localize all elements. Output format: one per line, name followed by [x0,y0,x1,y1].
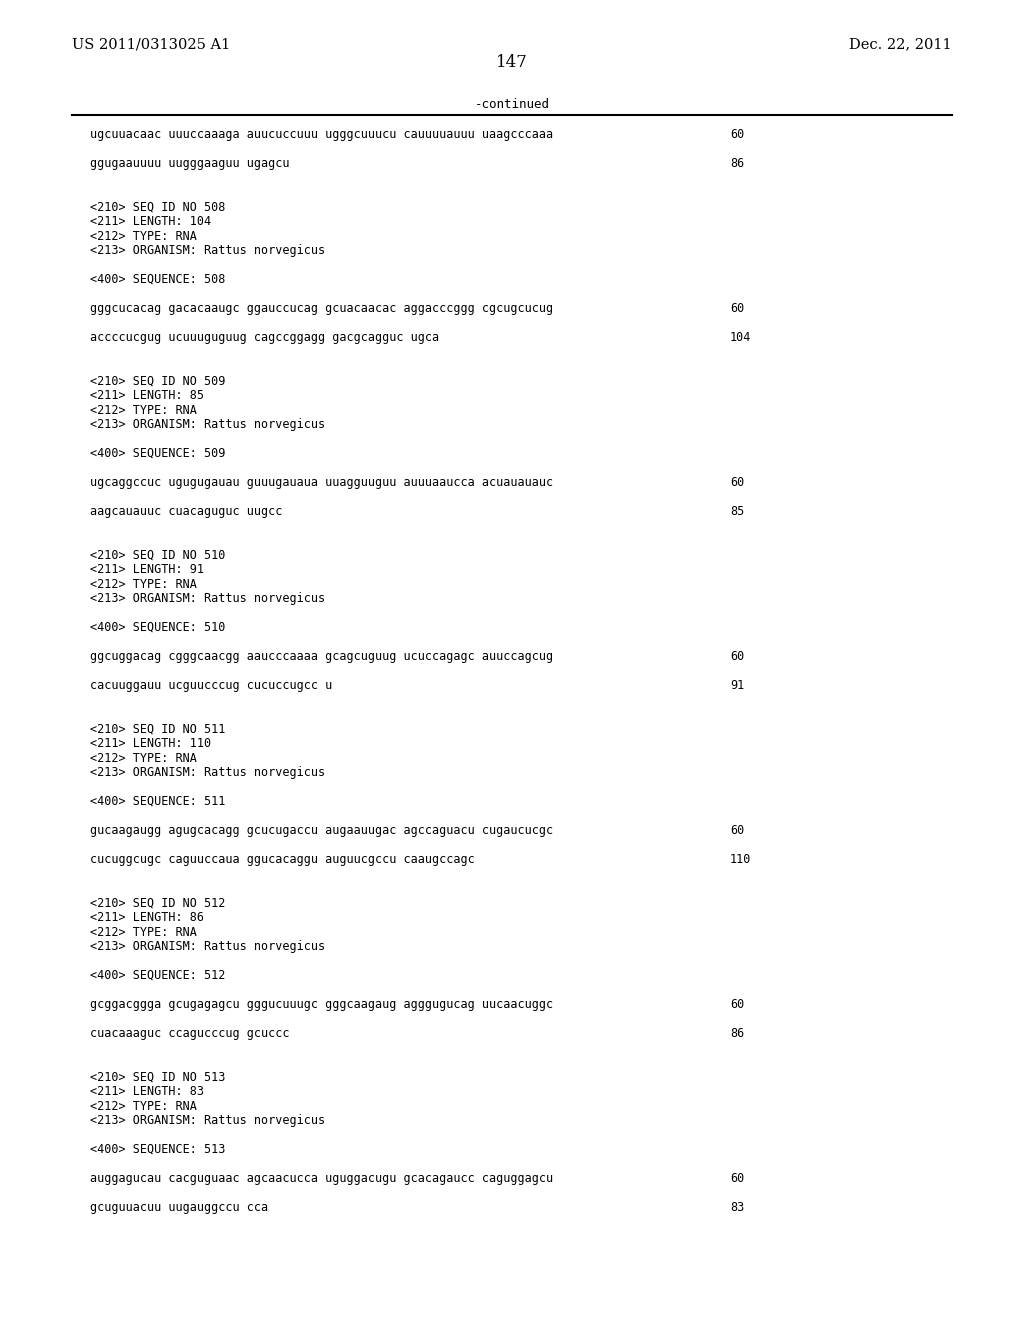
Text: aagcauauuc cuacaguguc uugcc: aagcauauuc cuacaguguc uugcc [90,506,283,517]
Text: <400> SEQUENCE: 508: <400> SEQUENCE: 508 [90,273,225,286]
Text: 147: 147 [496,54,528,71]
Text: auggagucau cacguguaac agcaacucca uguggacugu gcacagaucc caguggagcu: auggagucau cacguguaac agcaacucca uguggac… [90,1172,553,1185]
Text: 60: 60 [730,998,744,1011]
Text: ugcaggccuc ugugugauau guuugauaua uuagguuguu auuuaaucca acuauauauc: ugcaggccuc ugugugauau guuugauaua uuagguu… [90,477,553,488]
Text: <400> SEQUENCE: 510: <400> SEQUENCE: 510 [90,620,225,634]
Text: gcggacggga gcugagagcu gggucuuugc gggcaagaug agggugucag uucaacuggc: gcggacggga gcugagagcu gggucuuugc gggcaag… [90,998,553,1011]
Text: 85: 85 [730,506,744,517]
Text: <213> ORGANISM: Rattus norvegicus: <213> ORGANISM: Rattus norvegicus [90,591,326,605]
Text: 91: 91 [730,678,744,692]
Text: <400> SEQUENCE: 513: <400> SEQUENCE: 513 [90,1143,225,1156]
Text: cacuuggauu ucguucccug cucuccugcc u: cacuuggauu ucguucccug cucuccugcc u [90,678,332,692]
Text: <211> LENGTH: 86: <211> LENGTH: 86 [90,911,204,924]
Text: Dec. 22, 2011: Dec. 22, 2011 [849,37,952,51]
Text: <210> SEQ ID NO 511: <210> SEQ ID NO 511 [90,722,225,735]
Text: ggugaauuuu uugggaaguu ugagcu: ggugaauuuu uugggaaguu ugagcu [90,157,290,170]
Text: <210> SEQ ID NO 508: <210> SEQ ID NO 508 [90,201,225,214]
Text: <212> TYPE: RNA: <212> TYPE: RNA [90,230,197,243]
Text: -continued: -continued [474,98,550,111]
Text: accccucgug ucuuuguguug cagccggagg gacgcagguc ugca: accccucgug ucuuuguguug cagccggagg gacgca… [90,331,439,345]
Text: <210> SEQ ID NO 512: <210> SEQ ID NO 512 [90,896,225,909]
Text: <213> ORGANISM: Rattus norvegicus: <213> ORGANISM: Rattus norvegicus [90,1114,326,1127]
Text: <212> TYPE: RNA: <212> TYPE: RNA [90,404,197,417]
Text: 60: 60 [730,128,744,141]
Text: <211> LENGTH: 104: <211> LENGTH: 104 [90,215,211,228]
Text: gggcucacag gacacaaugc ggauccucag gcuacaacac aggacccggg cgcugcucug: gggcucacag gacacaaugc ggauccucag gcuacaa… [90,302,553,315]
Text: <211> LENGTH: 110: <211> LENGTH: 110 [90,737,211,750]
Text: cucuggcugc caguuccaua ggucacaggu auguucgccu caaugccagc: cucuggcugc caguuccaua ggucacaggu auguucg… [90,853,475,866]
Text: <212> TYPE: RNA: <212> TYPE: RNA [90,925,197,939]
Text: <212> TYPE: RNA: <212> TYPE: RNA [90,1100,197,1113]
Text: <213> ORGANISM: Rattus norvegicus: <213> ORGANISM: Rattus norvegicus [90,244,326,257]
Text: <211> LENGTH: 85: <211> LENGTH: 85 [90,389,204,403]
Text: US 2011/0313025 A1: US 2011/0313025 A1 [72,37,230,51]
Text: 60: 60 [730,1172,744,1185]
Text: gcuguuacuu uugauggccu cca: gcuguuacuu uugauggccu cca [90,1201,268,1214]
Text: <400> SEQUENCE: 512: <400> SEQUENCE: 512 [90,969,225,982]
Text: 86: 86 [730,1027,744,1040]
Text: <212> TYPE: RNA: <212> TYPE: RNA [90,578,197,590]
Text: <210> SEQ ID NO 510: <210> SEQ ID NO 510 [90,549,225,561]
Text: <210> SEQ ID NO 513: <210> SEQ ID NO 513 [90,1071,225,1084]
Text: <213> ORGANISM: Rattus norvegicus: <213> ORGANISM: Rattus norvegicus [90,418,326,432]
Text: <211> LENGTH: 83: <211> LENGTH: 83 [90,1085,204,1098]
Text: 83: 83 [730,1201,744,1214]
Text: 110: 110 [730,853,752,866]
Text: ugcuuacaac uuuccaaaga auucuccuuu ugggcuuucu cauuuuauuu uaagcccaaa: ugcuuacaac uuuccaaaga auucuccuuu ugggcuu… [90,128,553,141]
Text: 86: 86 [730,157,744,170]
Text: <212> TYPE: RNA: <212> TYPE: RNA [90,751,197,764]
Text: <400> SEQUENCE: 509: <400> SEQUENCE: 509 [90,447,225,459]
Text: <210> SEQ ID NO 509: <210> SEQ ID NO 509 [90,375,225,388]
Text: 60: 60 [730,477,744,488]
Text: cuacaaaguc ccagucccug gcuccc: cuacaaaguc ccagucccug gcuccc [90,1027,290,1040]
Text: 60: 60 [730,824,744,837]
Text: <213> ORGANISM: Rattus norvegicus: <213> ORGANISM: Rattus norvegicus [90,766,326,779]
Text: <400> SEQUENCE: 511: <400> SEQUENCE: 511 [90,795,225,808]
Text: 104: 104 [730,331,752,345]
Text: 60: 60 [730,302,744,315]
Text: <211> LENGTH: 91: <211> LENGTH: 91 [90,564,204,576]
Text: ggcuggacag cgggcaacgg aaucccaaaa gcagcuguug ucuccagagc auuccagcug: ggcuggacag cgggcaacgg aaucccaaaa gcagcug… [90,649,553,663]
Text: <213> ORGANISM: Rattus norvegicus: <213> ORGANISM: Rattus norvegicus [90,940,326,953]
Text: 60: 60 [730,649,744,663]
Text: gucaagaugg agugcacagg gcucugaccu augaauugac agccaguacu cugaucucgc: gucaagaugg agugcacagg gcucugaccu augaauu… [90,824,553,837]
